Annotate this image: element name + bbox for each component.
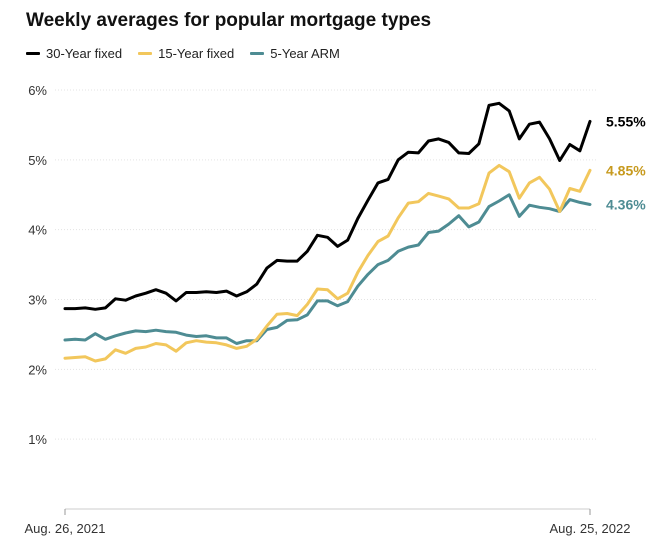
end-label-15-year-fixed: 4.85% bbox=[606, 162, 646, 178]
series-lines bbox=[63, 101, 592, 363]
legend: 30-Year fixed 15-Year fixed 5-Year ARM bbox=[26, 46, 340, 61]
legend-item-15-year-fixed: 15-Year fixed bbox=[138, 46, 234, 61]
series-line-15-year-fixed bbox=[63, 163, 592, 363]
legend-swatch-30-year-fixed bbox=[26, 52, 40, 55]
legend-item-30-year-fixed: 30-Year fixed bbox=[26, 46, 122, 61]
y-tick-label: 4% bbox=[28, 223, 47, 238]
y-tick-label: 5% bbox=[28, 153, 47, 168]
x-axis: Aug. 26, 2021 Aug. 25, 2022 bbox=[25, 509, 631, 536]
y-tick-label: 2% bbox=[28, 362, 47, 377]
legend-item-5-year-arm: 5-Year ARM bbox=[250, 46, 340, 61]
y-tick-label: 3% bbox=[28, 293, 47, 308]
series-line-5-year-arm bbox=[63, 193, 592, 345]
legend-label-30-year-fixed: 30-Year fixed bbox=[46, 46, 123, 61]
y-axis-tick-labels: 1% 2% 3% 4% 5% 6% bbox=[28, 83, 47, 447]
gridlines bbox=[55, 89, 598, 440]
legend-label-5-year-arm: 5-Year ARM bbox=[270, 46, 340, 61]
x-tick-label: Aug. 26, 2021 bbox=[25, 521, 106, 536]
chart-title: Weekly averages for popular mortgage typ… bbox=[26, 10, 432, 31]
y-tick-label: 1% bbox=[28, 432, 47, 447]
legend-label-15-year-fixed: 15-Year fixed bbox=[158, 46, 235, 61]
x-tick-label: Aug. 25, 2022 bbox=[550, 521, 631, 536]
end-labels: 5.55% 4.85% 4.36% bbox=[606, 113, 646, 212]
end-label-5-year-arm: 4.36% bbox=[606, 197, 646, 213]
y-tick-label: 6% bbox=[28, 83, 47, 98]
end-label-30-year-fixed: 5.55% bbox=[606, 113, 646, 129]
legend-swatch-5-year-arm bbox=[250, 52, 265, 55]
series-line-30-year-fixed bbox=[63, 101, 592, 311]
legend-swatch-15-year-fixed bbox=[138, 52, 153, 55]
